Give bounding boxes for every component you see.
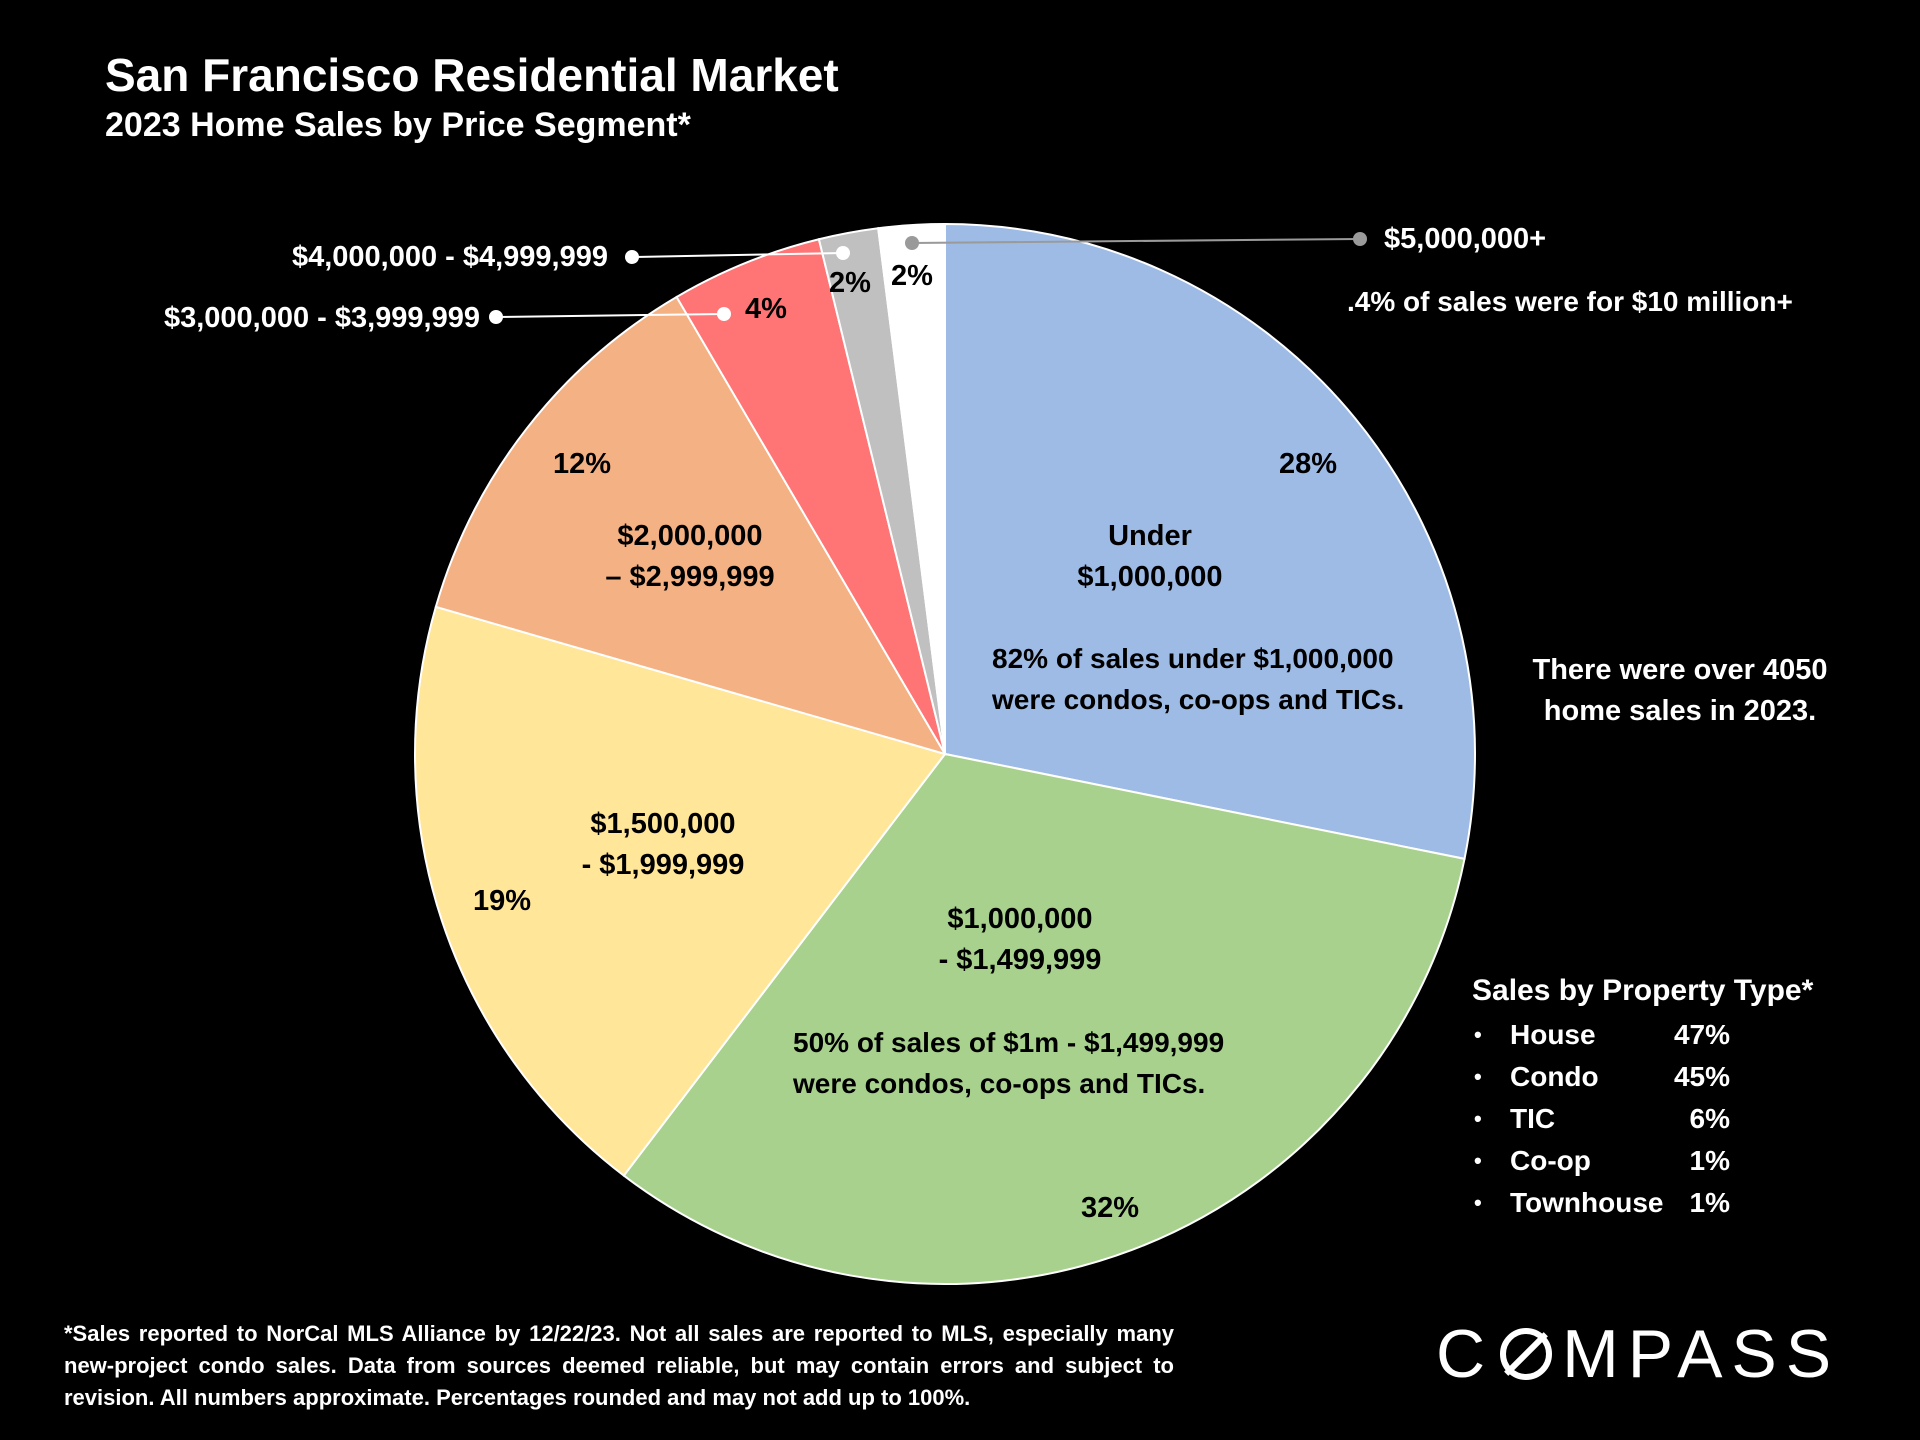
external-label-5-000-000: $5,000,000+	[1384, 223, 1546, 255]
pct-label-2-000-000-2-999-999: 12%	[553, 448, 611, 480]
leader-line-4-000-000-4-999-999	[631, 252, 844, 258]
property-type-panel: Sales by Property Type* • House 47% • Co…	[1472, 974, 1813, 1224]
property-type-pct: 1%	[1689, 1187, 1730, 1218]
property-type-item: • TIC 6%	[1472, 1098, 1813, 1140]
category-label-under-1-000-000-line: $1,000,000	[1077, 561, 1222, 593]
bullet-icon: •	[1474, 1148, 1482, 1173]
annotation-ten-million: .4% of sales were for $10 million+	[1347, 286, 1793, 317]
annotation-under-1m-line: were condos, co-ops and TICs.	[991, 684, 1404, 715]
bullet-icon: •	[1474, 1022, 1482, 1047]
footnote: *Sales reported to NorCal MLS Alliance b…	[64, 1321, 1174, 1410]
compass-logo: C MPASS	[1436, 1320, 1840, 1388]
property-type-item: • House 47%	[1472, 1014, 1813, 1056]
bullet-icon: •	[1474, 1106, 1482, 1131]
leader-line-5-000-000	[911, 238, 1361, 244]
pie-slice-under-1-000-000	[944, 222, 1476, 861]
category-label-1-000-000-1-499-999-line: $1,000,000	[947, 903, 1092, 935]
property-type-pct: 47%	[1673, 1019, 1730, 1050]
pie-slice-1-000-000-1-499-999	[622, 752, 1466, 1286]
leader-dot-5-000-000	[1353, 232, 1367, 246]
property-type-pct: 45%	[1673, 1061, 1730, 1092]
category-label-1-000-000-1-499-999-line: - $1,499,999	[939, 944, 1102, 976]
category-label-2-000-000-2-999-999-line: $2,000,000	[617, 520, 762, 552]
pct-label-1-000-000-1-499-999: 32%	[1081, 1192, 1139, 1224]
pct-label-3-000-000-3-999-999: 4%	[745, 293, 787, 325]
chart-title: San Francisco Residential Market	[105, 49, 839, 101]
property-type-name: Townhouse	[1510, 1187, 1664, 1218]
annotation-under-1m-line: 82% of sales under $1,000,000	[992, 643, 1394, 674]
property-type-name: TIC	[1510, 1103, 1556, 1134]
leader-dot-3-000-000-3-999-999	[717, 307, 731, 321]
property-type-list: • House 47% • Condo 45% • TIC 6% • Co-op…	[1472, 1014, 1813, 1224]
property-type-name: Co-op	[1510, 1145, 1591, 1176]
total-sales-note: There were over 4050 home sales in 2023.	[1500, 650, 1860, 732]
property-type-item: • Townhouse 1%	[1472, 1182, 1813, 1224]
pct-label-under-1-000-000: 28%	[1279, 448, 1337, 480]
pie-slice-2-000-000-2-999-999	[434, 295, 948, 756]
annotation-1m-1.5m-line: were condos, co-ops and TICs.	[792, 1068, 1205, 1099]
logo-text-start: C	[1436, 1316, 1495, 1392]
bullet-icon: •	[1474, 1190, 1482, 1215]
logo-text-end: MPASS	[1562, 1316, 1841, 1392]
total-sales-line-1: There were over 4050	[1532, 654, 1828, 686]
category-label-1-500-000-1-999-999-line: $1,500,000	[590, 808, 735, 840]
property-type-name: Condo	[1510, 1061, 1599, 1092]
total-sales-line-2: home sales in 2023.	[1543, 695, 1817, 728]
property-type-name: House	[1510, 1019, 1596, 1050]
external-label-4-000-000-4-999-999: $4,000,000 - $4,999,999	[292, 241, 608, 273]
property-type-pct: 1%	[1689, 1145, 1730, 1176]
category-label-under-1-000-000-line: Under	[1108, 520, 1192, 552]
leader-dot-4-000-000-4-999-999	[625, 250, 639, 264]
pct-label-4-000-000-4-999-999: 2%	[829, 267, 871, 299]
leader-dot-3-000-000-3-999-999	[489, 310, 503, 324]
chart-subtitle: 2023 Home Sales by Price Segment*	[105, 106, 691, 144]
property-type-pct: 6%	[1689, 1103, 1730, 1134]
pie-slice-1-500-000-1-999-999	[413, 605, 947, 1177]
property-type-item: • Co-op 1%	[1472, 1140, 1813, 1182]
category-label-1-500-000-1-999-999-line: - $1,999,999	[582, 849, 745, 881]
bullet-icon: •	[1474, 1064, 1482, 1089]
property-type-item: • Condo 45%	[1472, 1056, 1813, 1098]
property-type-title: Sales by Property Type*	[1472, 974, 1814, 1007]
leader-line-3-000-000-3-999-999	[495, 313, 725, 318]
external-label-3-000-000-3-999-999: $3,000,000 - $3,999,999	[164, 302, 480, 334]
pie-slice-3-000-000-3-999-999	[675, 238, 946, 755]
leader-dot-4-000-000-4-999-999	[836, 246, 850, 260]
leader-dot-5-000-000	[905, 236, 919, 250]
pct-label-5-000-000: 2%	[891, 260, 933, 292]
pct-label-1-500-000-1-999-999: 19%	[473, 885, 531, 917]
category-label-2-000-000-2-999-999-line: – $2,999,999	[605, 561, 774, 593]
logo-o-icon	[1500, 1328, 1553, 1380]
annotation-1m-1.5m-line: 50% of sales of $1m - $1,499,999	[793, 1027, 1224, 1058]
pie-slice-5-000-000	[877, 222, 946, 755]
